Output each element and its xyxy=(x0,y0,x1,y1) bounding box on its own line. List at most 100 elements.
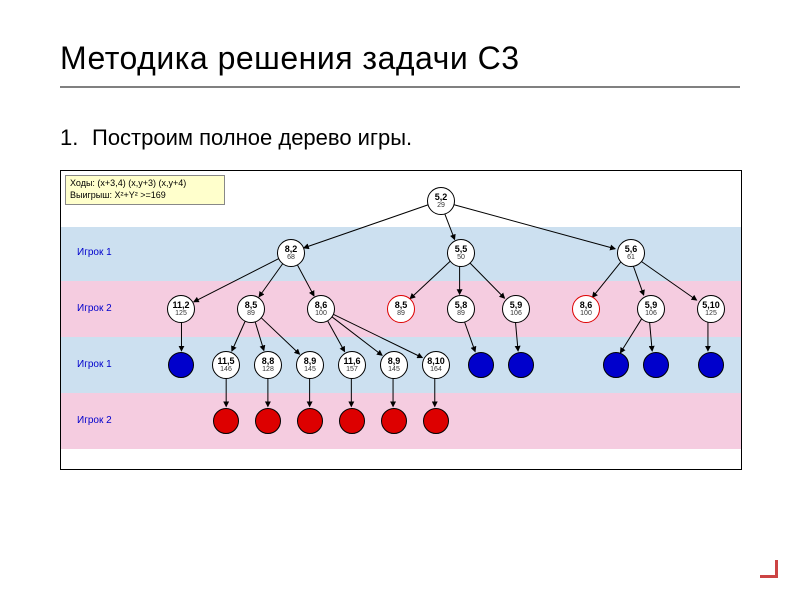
node-main-label: 5,5 xyxy=(455,245,468,254)
tree-node: 5,889 xyxy=(447,295,475,323)
tree-node xyxy=(381,408,407,434)
node-main-label: 5,9 xyxy=(645,301,658,310)
node-sub-label: 145 xyxy=(388,366,400,373)
slide: Методика решения задачи С3 1. Построим п… xyxy=(0,0,800,600)
node-sub-label: 100 xyxy=(315,310,327,317)
node-circle: 8,8128 xyxy=(254,351,282,379)
node-sub-label: 89 xyxy=(457,310,465,317)
band-label: Игрок 2 xyxy=(77,415,112,426)
node-sub-label: 125 xyxy=(175,310,187,317)
node-circle: 8,10164 xyxy=(422,351,450,379)
node-circle xyxy=(213,408,239,434)
game-tree-diagram: Игрок 1 Игрок 2 Игрок 1 Игрок 2 Ходы: (x+3,… xyxy=(60,170,742,470)
legend-line-2: Выигрыш: X²+Y² >=169 xyxy=(70,190,220,202)
tree-node xyxy=(468,352,494,378)
node-main-label: 5,9 xyxy=(510,301,523,310)
band-label: Игрок 2 xyxy=(77,303,112,314)
tree-node: 8,589 xyxy=(387,295,415,323)
node-circle: 5,10125 xyxy=(697,295,725,323)
node-circle: 8,9145 xyxy=(296,351,324,379)
tree-node: 5,661 xyxy=(617,239,645,267)
node-circle xyxy=(381,408,407,434)
tree-node: 8,589 xyxy=(237,295,265,323)
node-main-label: 8,10 xyxy=(427,357,445,366)
node-sub-label: 128 xyxy=(262,366,274,373)
page-title: Методика решения задачи С3 xyxy=(60,40,519,77)
node-main-label: 8,5 xyxy=(395,301,408,310)
tree-node xyxy=(255,408,281,434)
node-sub-label: 68 xyxy=(287,254,295,261)
tree-node: 8,8128 xyxy=(254,351,282,379)
tree-node xyxy=(168,352,194,378)
node-circle: 8,589 xyxy=(387,295,415,323)
tree-node: 8,268 xyxy=(277,239,305,267)
node-circle xyxy=(698,352,724,378)
tree-node: 11,5146 xyxy=(212,351,240,379)
node-circle: 8,6100 xyxy=(572,295,600,323)
node-circle: 5,9106 xyxy=(637,295,665,323)
node-main-label: 5,2 xyxy=(435,193,448,202)
tree-node xyxy=(643,352,669,378)
band-label: Игрок 1 xyxy=(77,359,112,370)
node-circle xyxy=(297,408,323,434)
node-main-label: 8,6 xyxy=(580,301,593,310)
node-circle xyxy=(339,408,365,434)
list-text: Построим полное дерево игры. xyxy=(92,125,412,151)
corner-decoration-icon xyxy=(760,560,778,578)
tree-node xyxy=(508,352,534,378)
node-main-label: 5,6 xyxy=(625,245,638,254)
node-circle: 5,9106 xyxy=(502,295,530,323)
node-circle xyxy=(468,352,494,378)
node-circle xyxy=(168,352,194,378)
tree-node: 5,10125 xyxy=(697,295,725,323)
tree-node xyxy=(423,408,449,434)
node-main-label: 11,6 xyxy=(343,357,360,366)
node-sub-label: 125 xyxy=(705,310,717,317)
band-label: Игрок 1 xyxy=(77,247,112,258)
node-circle: 8,6100 xyxy=(307,295,335,323)
node-sub-label: 157 xyxy=(346,366,358,373)
node-circle: 5,661 xyxy=(617,239,645,267)
title-underline xyxy=(60,86,740,88)
node-main-label: 5,10 xyxy=(702,301,720,310)
tree-node: 11,2125 xyxy=(167,295,195,323)
tree-node: 8,6100 xyxy=(307,295,335,323)
node-sub-label: 61 xyxy=(627,254,635,261)
node-sub-label: 145 xyxy=(304,366,316,373)
legend-box: Ходы: (x+3,4) (x,y+3) (x,y+4) Выигрыш: X… xyxy=(65,175,225,205)
node-main-label: 8,2 xyxy=(285,245,298,254)
tree-node: 11,6157 xyxy=(338,351,366,379)
node-main-label: 5,8 xyxy=(455,301,468,310)
node-main-label: 8,9 xyxy=(388,357,401,366)
node-main-label: 8,6 xyxy=(315,301,328,310)
node-circle xyxy=(255,408,281,434)
node-sub-label: 106 xyxy=(645,310,657,317)
node-circle xyxy=(508,352,534,378)
node-main-label: 8,8 xyxy=(262,357,275,366)
node-circle: 11,5146 xyxy=(212,351,240,379)
tree-node xyxy=(603,352,629,378)
node-sub-label: 89 xyxy=(397,310,405,317)
node-circle xyxy=(423,408,449,434)
node-sub-label: 146 xyxy=(220,366,232,373)
tree-node: 8,6100 xyxy=(572,295,600,323)
node-main-label: 11,5 xyxy=(217,357,234,366)
node-sub-label: 29 xyxy=(437,202,445,209)
list-number: 1. xyxy=(60,125,78,151)
node-sub-label: 164 xyxy=(430,366,442,373)
node-circle: 5,889 xyxy=(447,295,475,323)
node-circle: 5,229 xyxy=(427,187,455,215)
node-main-label: 8,5 xyxy=(245,301,258,310)
tree-node xyxy=(698,352,724,378)
node-circle: 8,589 xyxy=(237,295,265,323)
tree-node: 5,9106 xyxy=(637,295,665,323)
tree-node: 5,229 xyxy=(427,187,455,215)
node-circle: 5,550 xyxy=(447,239,475,267)
node-circle xyxy=(643,352,669,378)
node-sub-label: 106 xyxy=(510,310,522,317)
tree-node: 8,9145 xyxy=(296,351,324,379)
node-circle: 11,2125 xyxy=(167,295,195,323)
tree-node: 5,550 xyxy=(447,239,475,267)
legend-line-1: Ходы: (x+3,4) (x,y+3) (x,y+4) xyxy=(70,178,220,190)
node-circle xyxy=(603,352,629,378)
